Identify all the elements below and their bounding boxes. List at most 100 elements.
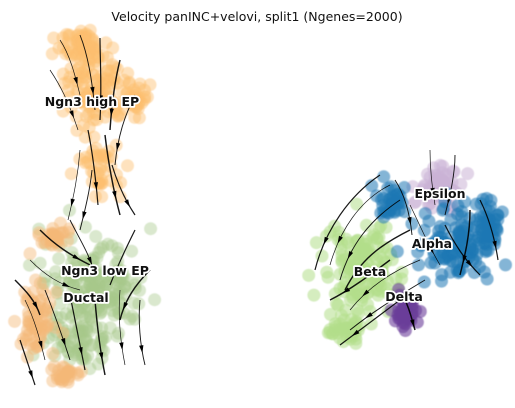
cluster-label: Ngn3 low EP [61, 263, 149, 278]
cell-point [436, 166, 449, 180]
cell-point [127, 296, 141, 310]
stream-arrowhead [347, 251, 354, 259]
cell-point [33, 276, 47, 290]
cell-point [70, 123, 84, 137]
cell-point [60, 28, 73, 41]
cell-point [89, 320, 103, 334]
cell-point [339, 276, 353, 290]
cell-point [49, 265, 63, 279]
streamline [14, 279, 41, 316]
stream-arrowhead [109, 108, 114, 117]
stream-arrowhead [73, 76, 78, 85]
stream-arrowhead [70, 198, 75, 207]
cell-point [338, 253, 352, 267]
cell-point [33, 256, 47, 270]
streamline [49, 69, 79, 131]
stream-arrowhead [362, 289, 370, 297]
streamline [119, 269, 151, 321]
cell-point [70, 366, 84, 380]
cell-point [49, 285, 63, 299]
cell-point [63, 274, 77, 288]
stream-arrowhead [447, 196, 452, 205]
stream-arrowhead [428, 246, 434, 255]
cell-point [134, 271, 148, 285]
cell-point [97, 265, 111, 279]
cell-point [379, 220, 393, 234]
cell-point [81, 349, 95, 363]
streamline [59, 39, 81, 96]
stream-arrowhead [410, 319, 415, 328]
stream-arrowhead [323, 236, 329, 245]
streamline [444, 154, 456, 216]
cell-point [107, 72, 121, 86]
stream-arrowhead [124, 199, 130, 208]
cell-point [97, 344, 111, 358]
stream-arrowhead [139, 345, 144, 354]
stream-arrowhead [462, 255, 467, 264]
stream-arrowhead [98, 352, 104, 361]
cell-point [315, 249, 329, 263]
cell-point [148, 293, 162, 307]
streamline [118, 289, 126, 366]
cell-point [125, 309, 139, 323]
cell-point [94, 242, 108, 256]
cell-point [61, 83, 75, 97]
cell-point [99, 36, 113, 50]
stream-arrowhead [407, 216, 412, 225]
cell-point [40, 234, 54, 248]
streamline [44, 289, 71, 361]
stream-arrowhead [365, 312, 373, 319]
cell-point [390, 245, 404, 258]
cell-point [89, 230, 103, 243]
cell-point [80, 321, 94, 335]
cell-point [476, 216, 490, 230]
streamline [69, 219, 96, 276]
streamline [104, 134, 121, 216]
cell-point [321, 326, 335, 340]
stream-arrowhead [465, 259, 473, 268]
cell-point [80, 334, 94, 348]
cell-point [366, 230, 380, 244]
cell-point [302, 268, 316, 282]
cell-point [376, 199, 390, 212]
cell-point [52, 252, 66, 266]
velocity-streamlines [14, 34, 499, 386]
cell-point [93, 293, 107, 307]
cell-point [79, 87, 93, 100]
stream-arrowhead [72, 254, 81, 260]
cell-point [107, 308, 121, 322]
streamline [479, 199, 499, 261]
streamline [459, 209, 471, 276]
cell-point [29, 322, 43, 336]
streamline [109, 229, 136, 286]
cluster-label-halo: Epsilon [415, 186, 466, 201]
cell-point [87, 166, 101, 180]
cell-point [133, 283, 146, 297]
streamline [29, 259, 81, 291]
cell-point [110, 168, 123, 182]
cluster-label-halo: Alpha [412, 236, 452, 251]
cell-point [370, 252, 383, 266]
cluster-label: Ngn3 high EP [45, 94, 139, 109]
cell-point [128, 110, 142, 124]
cell-point [433, 220, 447, 233]
streamline [444, 224, 481, 276]
cell-point [307, 288, 321, 302]
streamline [39, 229, 91, 266]
cell-point [365, 179, 379, 193]
streamline [339, 299, 401, 346]
cell-point [138, 90, 152, 104]
cell-point [91, 50, 105, 64]
cell-point [76, 70, 90, 84]
cluster-label: Beta [354, 264, 386, 279]
cell-point [423, 197, 437, 211]
cell-point [144, 222, 158, 236]
streamline [404, 299, 416, 331]
streamline [114, 94, 136, 166]
cell-point [483, 200, 497, 213]
cell-point [359, 218, 373, 232]
stream-arrowhead [78, 347, 83, 356]
cell-point [421, 167, 434, 181]
cluster-label-halo: Delta [385, 289, 423, 304]
